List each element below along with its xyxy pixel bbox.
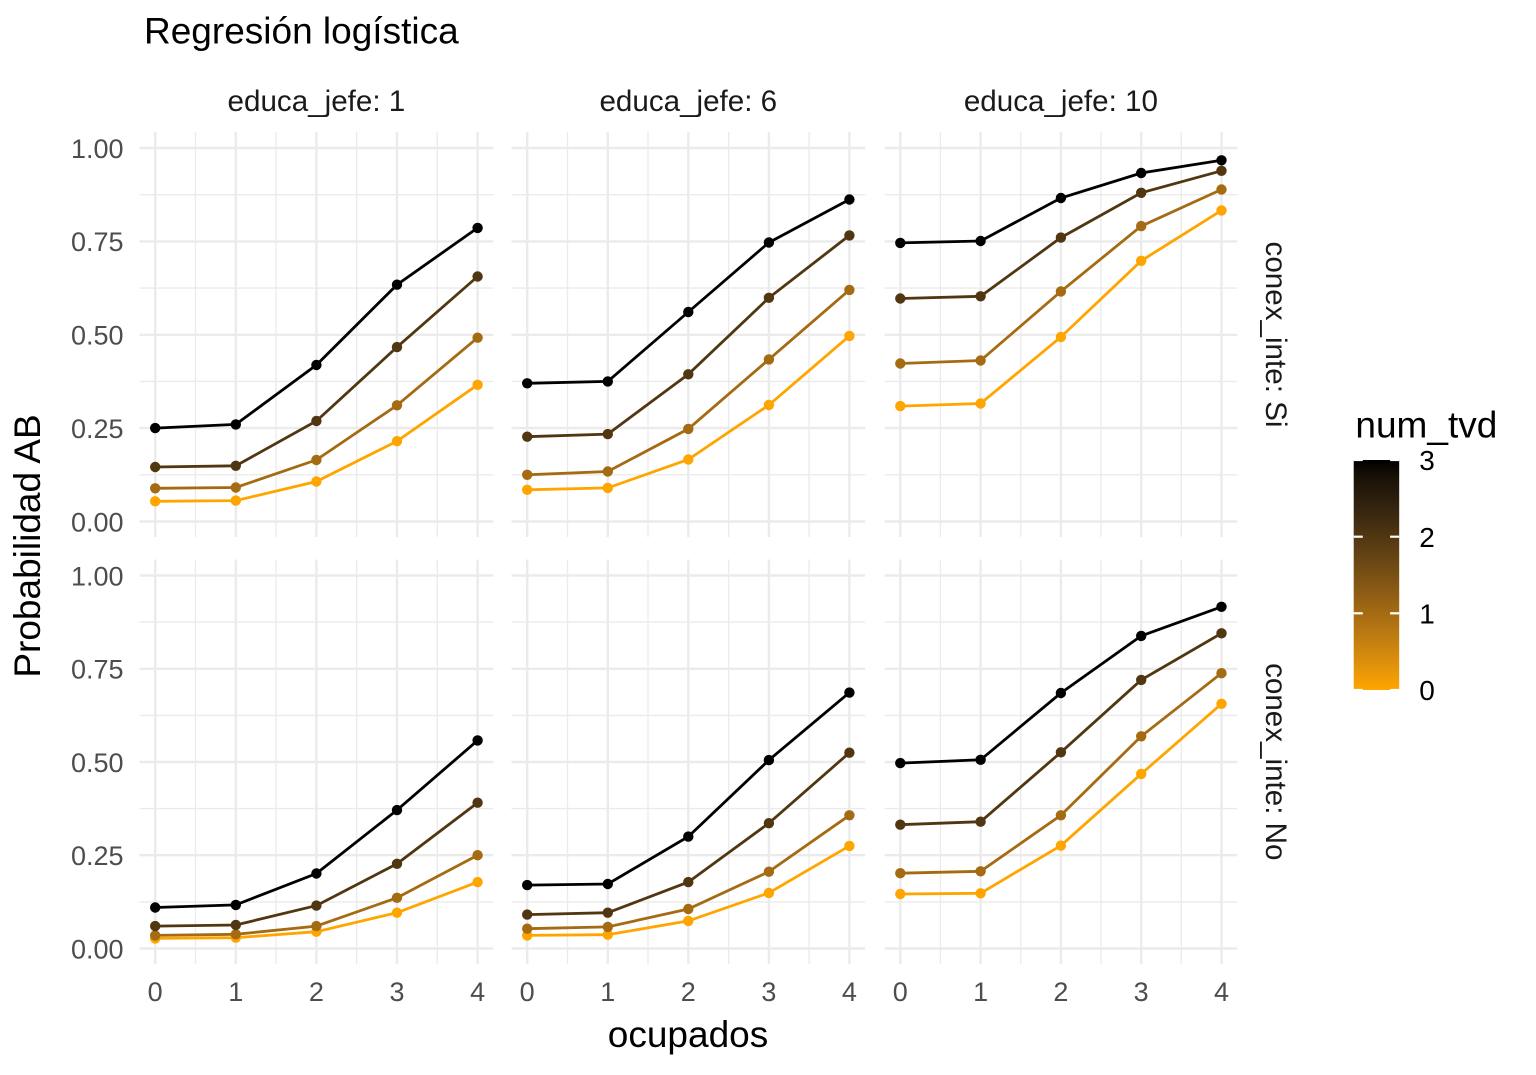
svg-text:0.50: 0.50 xyxy=(71,321,124,351)
svg-text:2: 2 xyxy=(1419,522,1435,553)
svg-text:educa_jefe: 1: educa_jefe: 1 xyxy=(228,85,406,118)
svg-text:4: 4 xyxy=(842,977,857,1007)
svg-text:0: 0 xyxy=(520,977,535,1007)
svg-text:3: 3 xyxy=(761,977,776,1007)
svg-text:conex_inte: No: conex_inte: No xyxy=(1259,663,1292,860)
svg-text:Probabilidad AB: Probabilidad AB xyxy=(7,414,48,677)
svg-text:3: 3 xyxy=(1419,445,1435,476)
svg-text:0.25: 0.25 xyxy=(71,841,124,871)
svg-text:1: 1 xyxy=(228,977,243,1007)
svg-text:0: 0 xyxy=(1419,675,1435,706)
svg-text:1: 1 xyxy=(973,977,988,1007)
svg-text:0.00: 0.00 xyxy=(71,934,124,964)
svg-text:0.75: 0.75 xyxy=(71,227,124,257)
svg-text:1.00: 1.00 xyxy=(71,134,124,164)
svg-text:0: 0 xyxy=(893,977,908,1007)
svg-text:4: 4 xyxy=(1214,977,1229,1007)
svg-text:conex_inte: Si: conex_inte: Si xyxy=(1259,242,1292,428)
svg-text:2: 2 xyxy=(1053,977,1068,1007)
svg-text:2: 2 xyxy=(309,977,324,1007)
svg-text:0.00: 0.00 xyxy=(71,507,124,537)
svg-text:3: 3 xyxy=(389,977,404,1007)
svg-text:num_tvd: num_tvd xyxy=(1355,405,1497,446)
svg-text:1: 1 xyxy=(600,977,615,1007)
svg-text:3: 3 xyxy=(1134,977,1149,1007)
svg-text:0.25: 0.25 xyxy=(71,414,124,444)
svg-text:educa_jefe: 6: educa_jefe: 6 xyxy=(599,85,777,118)
svg-text:0.75: 0.75 xyxy=(71,655,124,685)
svg-text:0.50: 0.50 xyxy=(71,748,124,778)
svg-text:1: 1 xyxy=(1419,599,1435,630)
svg-text:2: 2 xyxy=(681,977,696,1007)
svg-text:0: 0 xyxy=(148,977,163,1007)
svg-text:1.00: 1.00 xyxy=(71,561,124,591)
svg-text:Regresión logística: Regresión logística xyxy=(144,11,459,52)
svg-text:4: 4 xyxy=(470,977,485,1007)
svg-text:ocupados: ocupados xyxy=(608,1014,768,1055)
svg-text:educa_jefe: 10: educa_jefe: 10 xyxy=(964,85,1158,118)
